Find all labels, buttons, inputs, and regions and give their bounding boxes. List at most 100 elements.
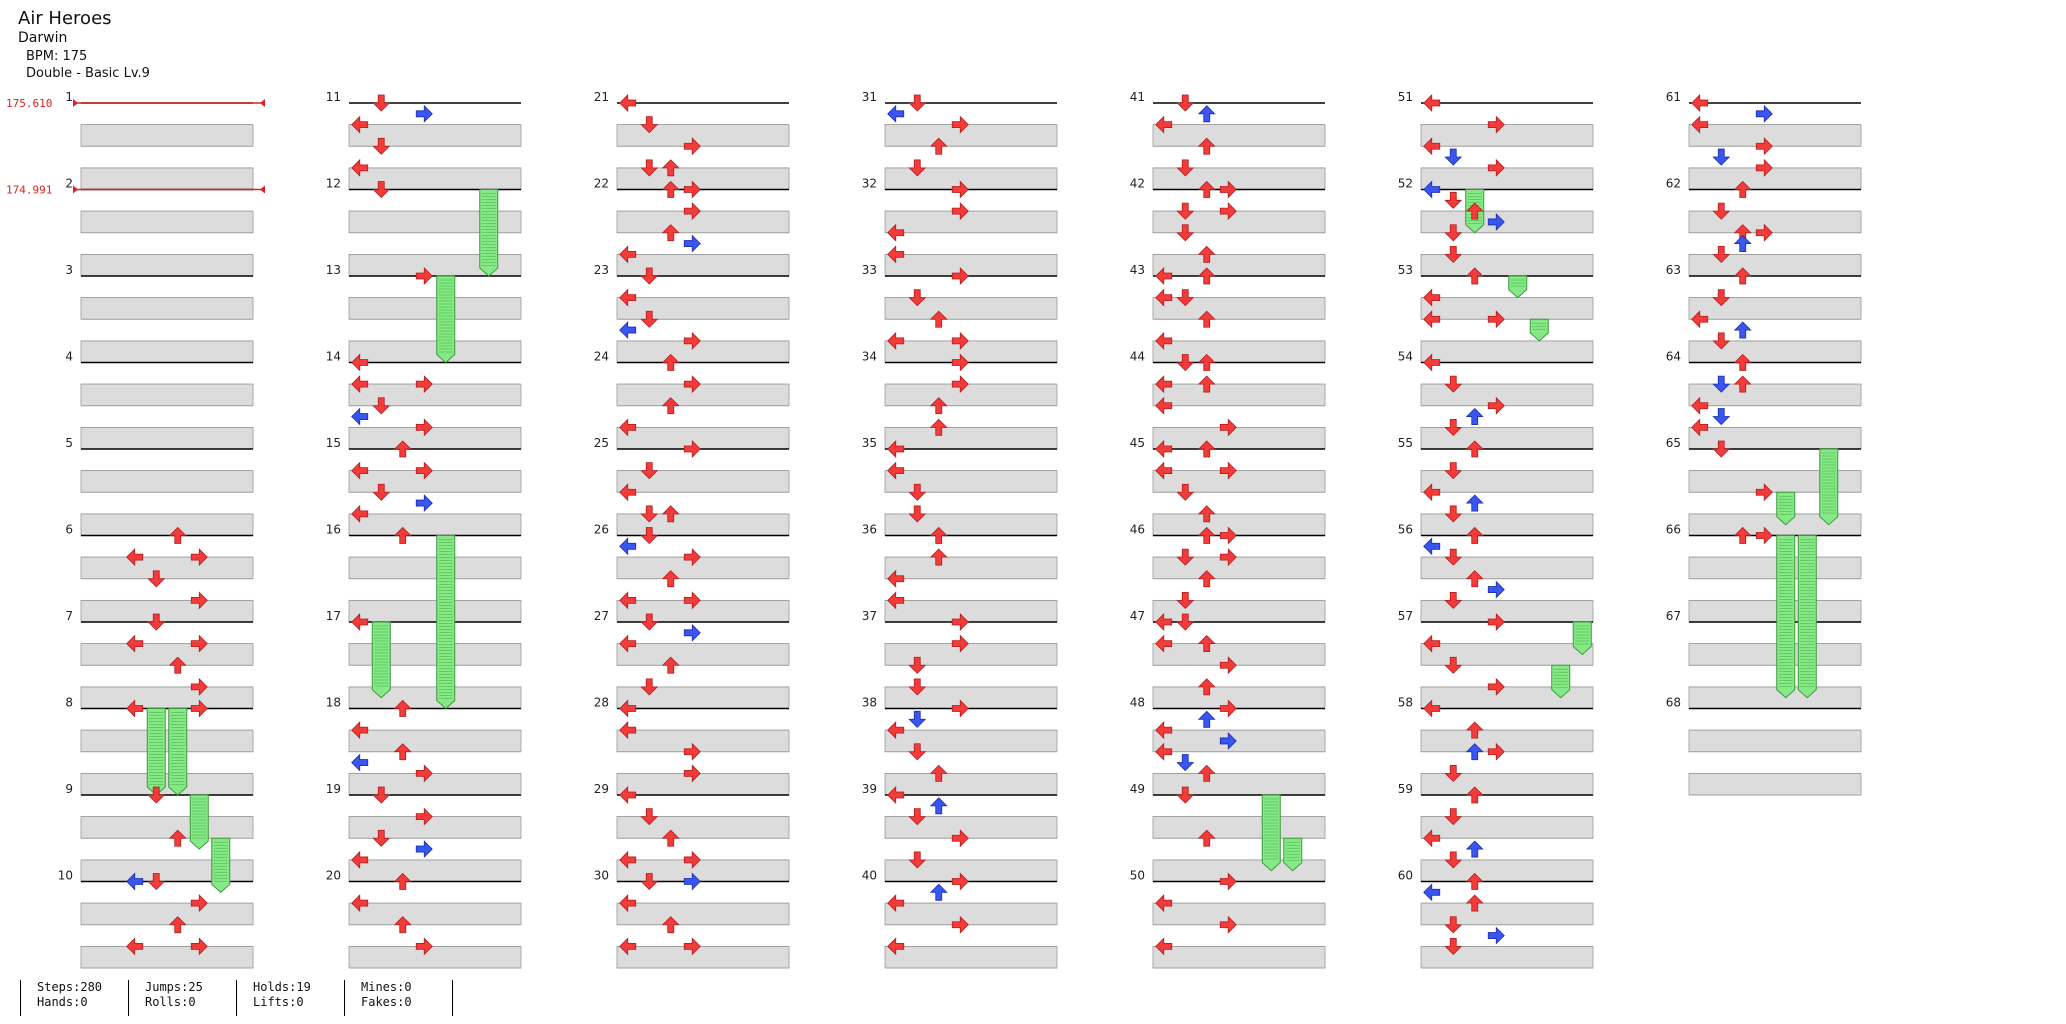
arrow-note-left [619, 894, 637, 913]
beat-stripe [884, 426, 1058, 450]
arrow-note-up [1197, 310, 1216, 328]
arrow-note-right [1755, 223, 1773, 242]
beat-stripe [80, 383, 254, 407]
arrow-note-down [1444, 505, 1463, 523]
measure-number: 16 [326, 523, 341, 537]
arrow-note-down [372, 94, 391, 112]
beat-stripe [1420, 816, 1594, 839]
hold-body [211, 837, 231, 893]
arrow-note-left [1691, 94, 1709, 112]
arrow-note-up [929, 764, 948, 782]
measure-number: 53 [1398, 263, 1413, 277]
beat-stripe [80, 729, 254, 753]
arrow-note-left [351, 753, 369, 772]
beat-stripe [1688, 167, 1862, 190]
beat-stripe [616, 124, 790, 147]
bpm-tick-left [73, 185, 78, 194]
arrow-note-up [661, 353, 680, 371]
arrow-note-down [1176, 289, 1195, 307]
hold-note [1551, 664, 1571, 699]
arrow-note-up [1733, 526, 1752, 544]
arrow-note-right [683, 331, 701, 350]
measure-number: 18 [326, 696, 341, 710]
measure-number: 39 [862, 782, 877, 796]
arrow-note-up [1465, 840, 1484, 858]
measure-number: 56 [1398, 523, 1413, 537]
arrow-note-down [908, 505, 927, 523]
arrow-note-down [1712, 408, 1731, 426]
arrow-note-left [619, 634, 637, 653]
arrow-note-right [1487, 580, 1505, 599]
arrow-note-right [190, 699, 208, 718]
arrow-note-left [351, 375, 369, 394]
arrow-note-right [683, 202, 701, 221]
arrow-note-down [1176, 548, 1195, 566]
arrow-note-right [683, 137, 701, 156]
measure-number: 17 [326, 609, 341, 623]
measure-number: 13 [326, 263, 341, 277]
arrow-note-up [929, 310, 948, 328]
arrow-note-right [190, 591, 208, 610]
arrow-note-right [951, 613, 969, 631]
arrow-note-right [683, 872, 701, 891]
arrow-note-left [887, 461, 905, 480]
arrow-note-right [1755, 158, 1773, 177]
beat-stripe [1420, 383, 1594, 407]
arrow-note-up [168, 829, 187, 847]
arrow-note-down [640, 159, 659, 177]
beat-stripe [1688, 210, 1862, 234]
arrow-note-down [372, 483, 391, 501]
arrow-note-down [372, 181, 391, 199]
beat-stripe [616, 470, 790, 493]
song-difficulty: Double - Basic Lv.9 [26, 66, 150, 81]
arrow-note-down [640, 505, 659, 523]
arrow-note-left [1423, 94, 1441, 112]
arrow-note-down [908, 483, 927, 501]
arrow-note-up [1197, 829, 1216, 847]
beat-stripe [1420, 426, 1594, 450]
beat-stripe [1152, 772, 1326, 796]
beat-stripe [1420, 772, 1594, 796]
arrow-note-left [1423, 883, 1441, 902]
arrow-note-left [1155, 634, 1173, 653]
hold-body [1261, 794, 1281, 872]
arrow-note-up [1197, 635, 1216, 653]
beat-stripe [616, 686, 790, 709]
beat-stripe [1420, 945, 1594, 969]
arrow-note-right [1219, 656, 1237, 675]
measure-number: 57 [1398, 609, 1413, 623]
beat-stripe [1688, 124, 1862, 147]
beat-stripe [80, 513, 254, 536]
arrow-note-up [393, 526, 412, 544]
measure-number: 12 [326, 177, 341, 191]
arrow-note-left [126, 699, 144, 718]
arrow-note-down [1176, 202, 1195, 220]
arrow-note-down [372, 137, 391, 155]
arrow-note-down [1444, 148, 1463, 166]
arrow-note-left [351, 115, 369, 134]
beat-stripe [80, 686, 254, 709]
arrow-note-down [1176, 159, 1195, 177]
measure-number: 59 [1398, 782, 1413, 796]
arrow-note-up [1465, 743, 1484, 761]
arrow-note-right [190, 894, 208, 913]
beat-stripe [1420, 513, 1594, 536]
hold-note [1776, 535, 1796, 699]
arrow-note-up [168, 656, 187, 674]
beat-stripe [348, 124, 522, 147]
beat-stripe [348, 167, 522, 190]
arrow-note-left [887, 245, 905, 264]
arrow-note-left [887, 937, 905, 956]
beat-stripe [884, 859, 1058, 882]
arrow-note-right [1487, 115, 1505, 134]
beat-stripe [348, 772, 522, 796]
beat-stripe [616, 383, 790, 407]
beat-stripe [616, 297, 790, 320]
arrow-note-down [1444, 764, 1463, 782]
beat-stripe [348, 470, 522, 493]
arrow-note-right [1487, 158, 1505, 177]
arrow-note-up [1197, 267, 1216, 285]
hold-body [1797, 535, 1817, 699]
arrow-note-up [1733, 180, 1752, 198]
arrow-note-right [1487, 212, 1505, 231]
